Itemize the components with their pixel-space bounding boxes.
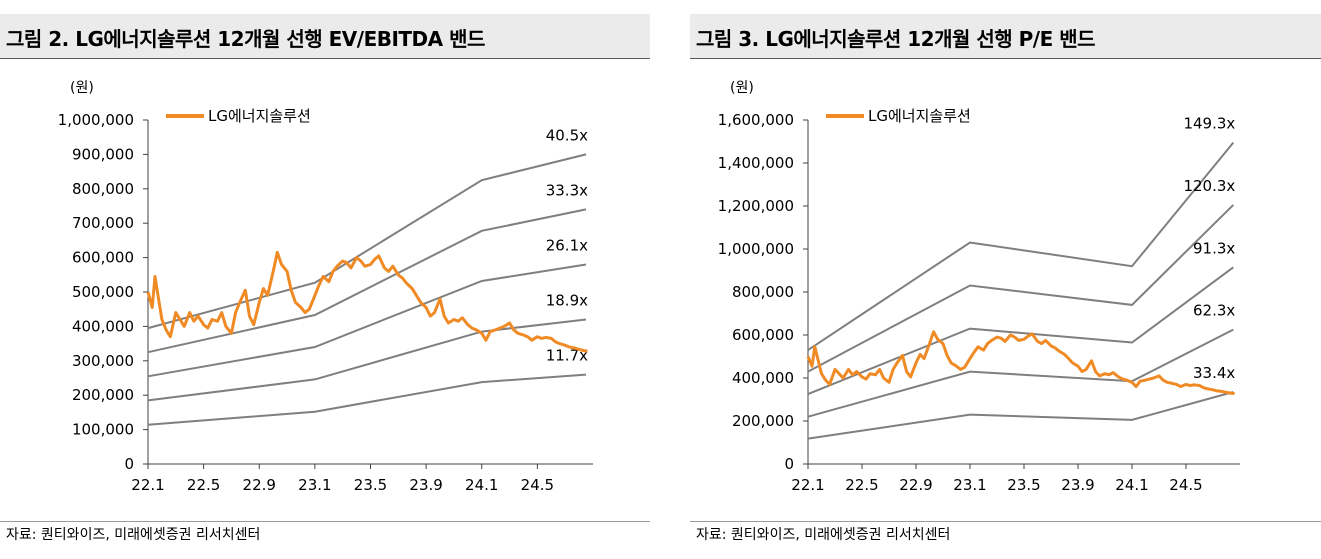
source-divider (690, 521, 1321, 522)
y-tick-label: 200,000 (732, 412, 794, 430)
y-axis-label: (원) (730, 80, 754, 96)
y-tick-label: 800,000 (732, 283, 794, 301)
chart-source: 자료: 퀀티와이즈, 미래에셋증권 리서치센터 (696, 527, 951, 543)
pe-band-chart: (원) 0 200,000 400,000 600,000 800,000 1,000,00… (718, 80, 1240, 494)
chart-title-bar: 그림 3. LG에너지솔루션 12개월 선행 P/E 밴드 (690, 14, 1321, 59)
ev-ebitda-band-chart: (원) 0 100,000 200,000 300,000 400,000 500,000 6… (58, 80, 593, 494)
chart-source: 자료: 퀀티와이즈, 미래에셋증권 리서치센터 (6, 527, 261, 543)
chart-title: 그림 2. LG에너지솔루션 12개월 선행 EV/EBITDA 밴드 (6, 27, 485, 51)
x-tick-label: 22.9 (243, 476, 276, 494)
price-series-line (146, 250, 588, 353)
y-tick-label: 500,000 (72, 283, 134, 301)
band-line-26.1x (147, 263, 587, 378)
y-tick-label: 400,000 (72, 317, 134, 335)
band-label-149.3x: 149.3x (1183, 115, 1235, 133)
price-series-line (806, 330, 1235, 395)
band-label-62.3x: 62.3x (1193, 302, 1235, 320)
x-tick-label: 22.1 (791, 476, 824, 494)
y-tick-label: 1,200,000 (718, 197, 794, 215)
band-line-11.7x (147, 373, 587, 426)
y-axis-label: (원) (70, 80, 94, 96)
x-tick-label: 23.5 (354, 476, 387, 494)
y-tick-label: 900,000 (72, 145, 134, 163)
y-tick-label: 600,000 (732, 326, 794, 344)
legend-label: LG에너지솔루션 (868, 107, 971, 125)
band-line-33.3x (147, 208, 587, 354)
y-tick-label: 1,600,000 (718, 111, 794, 129)
x-tick-label: 22.9 (899, 476, 932, 494)
band-label-11.7x: 11.7x (546, 347, 588, 365)
chart-title: 그림 3. LG에너지솔루션 12개월 선행 P/E 밴드 (696, 27, 1096, 51)
band-line-33.4x (807, 391, 1234, 440)
band-line-18.9x (147, 318, 587, 402)
y-tick-label: 800,000 (72, 180, 134, 198)
x-tick-label: 23.1 (298, 476, 331, 494)
x-tick-label: 24.5 (521, 476, 554, 494)
x-tick-label: 22.5 (187, 476, 220, 494)
band-label-120.3x: 120.3x (1183, 177, 1235, 195)
legend-label: LG에너지솔루션 (208, 107, 311, 125)
band-label-26.1x: 26.1x (546, 236, 588, 254)
y-tick-label: 400,000 (732, 369, 794, 387)
band-line-62.3x (807, 328, 1234, 418)
band-label-33.3x: 33.3x (546, 181, 588, 199)
band-line-120.3x (807, 204, 1235, 373)
y-tick-label: 1,400,000 (718, 154, 794, 172)
band-label-40.5x: 40.5x (546, 126, 588, 144)
band-label-33.4x: 33.4x (1193, 364, 1235, 382)
x-tick-label: 22.5 (845, 476, 878, 494)
y-tick-label: 300,000 (72, 352, 134, 370)
chart-panel-pe: 그림 3. LG에너지솔루션 12개월 선행 P/E 밴드 (원) 0 200,00… (690, 0, 1321, 559)
y-tick-label: 100,000 (72, 421, 134, 439)
x-tick-label: 24.1 (1115, 476, 1148, 494)
y-tick-label: 1,000,000 (58, 111, 134, 129)
y-tick-label: 0 (784, 455, 794, 473)
y-tick-label: 1,000,000 (718, 240, 794, 258)
chart-title-bar: 그림 2. LG에너지솔루션 12개월 선행 EV/EBITDA 밴드 (0, 14, 650, 59)
band-label-91.3x: 91.3x (1193, 239, 1235, 257)
chart-panel-ev-ebitda: 그림 2. LG에너지솔루션 12개월 선행 EV/EBITDA 밴드 (원) 0… (0, 0, 650, 559)
band-line-149.3x (807, 141, 1235, 351)
y-tick-label: 200,000 (72, 386, 134, 404)
x-tick-label: 23.9 (409, 476, 442, 494)
y-tick-label: 0 (124, 455, 134, 473)
x-tick-label: 23.9 (1061, 476, 1094, 494)
x-tick-label: 22.1 (131, 476, 164, 494)
y-tick-label: 700,000 (72, 214, 134, 232)
band-line-40.5x (147, 153, 587, 330)
x-tick-label: 24.5 (1169, 476, 1202, 494)
band-label-18.9x: 18.9x (546, 292, 588, 310)
x-tick-label: 23.5 (1007, 476, 1040, 494)
source-divider (0, 521, 650, 522)
x-tick-label: 24.1 (465, 476, 498, 494)
x-tick-label: 23.1 (953, 476, 986, 494)
band-line-91.3x (807, 266, 1234, 396)
y-tick-label: 600,000 (72, 249, 134, 267)
